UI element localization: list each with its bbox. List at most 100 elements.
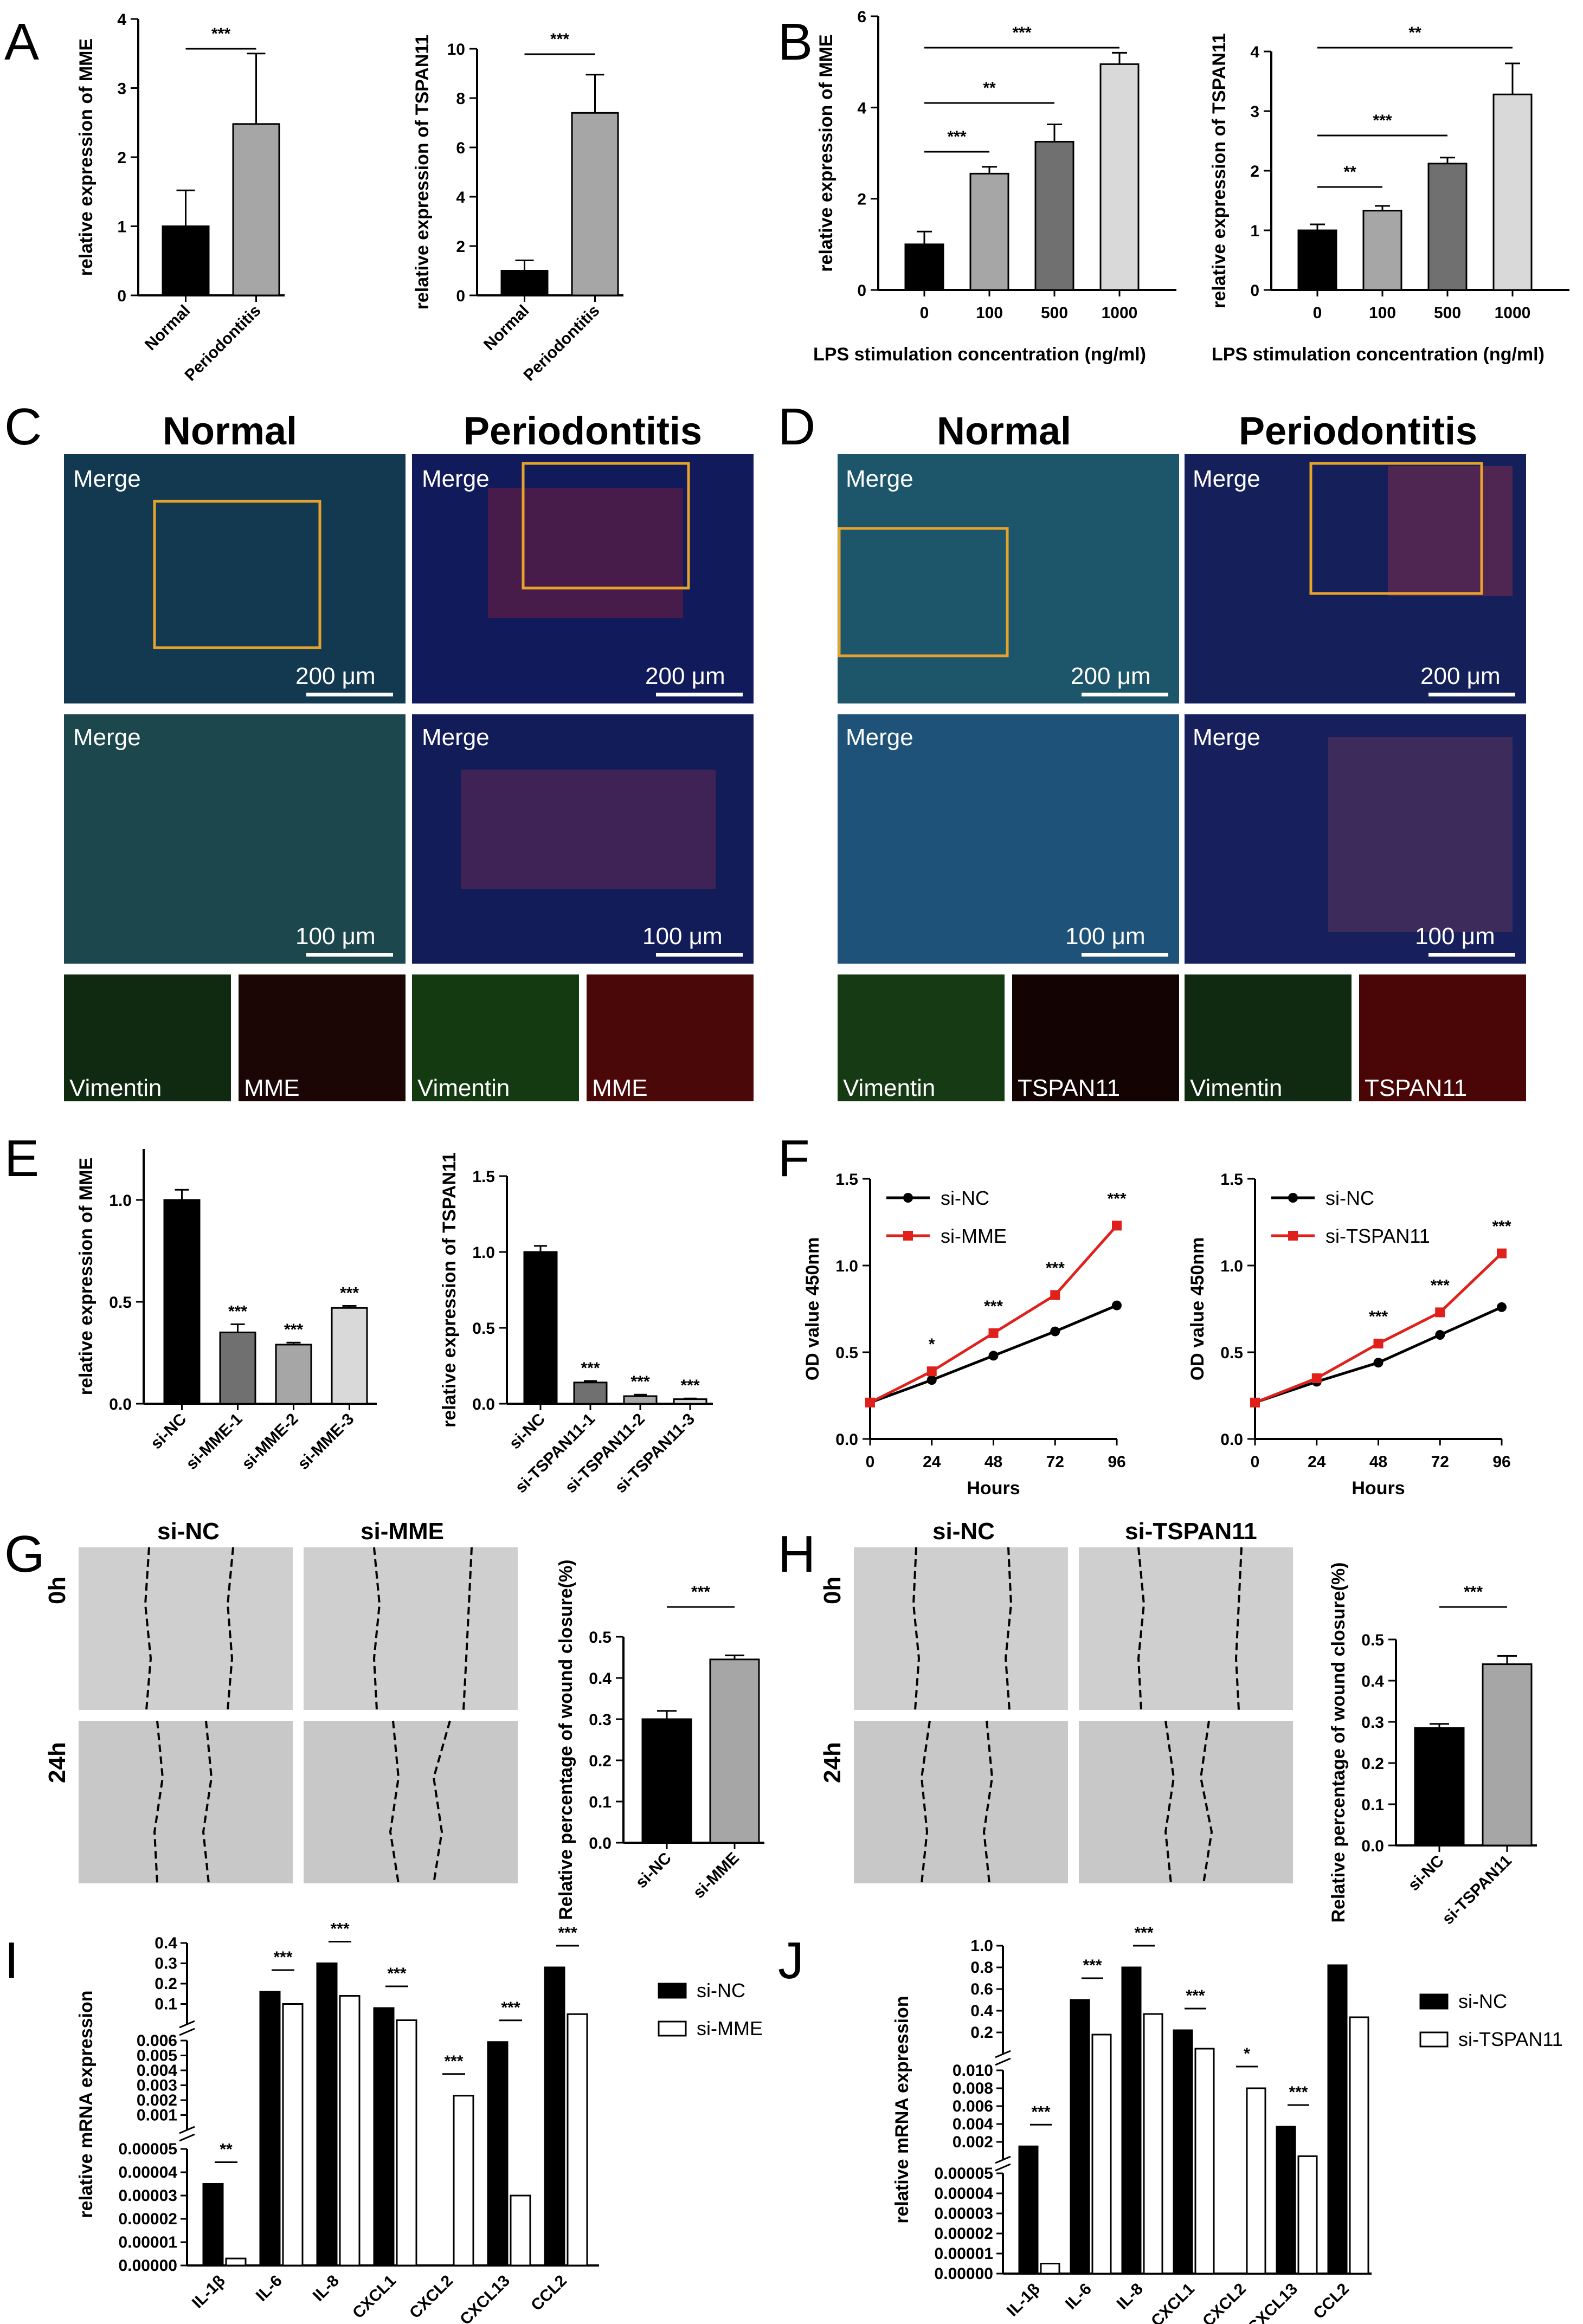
panel-d-bottom-label-1: Vimentin bbox=[843, 1075, 935, 1101]
panel-i-chart-legend-swatch-1 bbox=[658, 2020, 687, 2037]
panel-j-chart-ytick-label-0-0: 0.2 bbox=[970, 2024, 993, 2042]
panel-b-chart-2-bar-1 bbox=[1362, 210, 1402, 291]
panel-h-images: si-NC si-TSPAN11 0h 24h bbox=[819, 1518, 1293, 1884]
panel-i-chart-xlabel-0: IL-1β bbox=[189, 2272, 229, 2312]
panel-b-chart-1-ytick-label-3: 6 bbox=[857, 8, 866, 26]
panel-f-chart-1-xtick-label-2: 48 bbox=[984, 1453, 1002, 1471]
panel-f-chart-1-point-1-1 bbox=[926, 1366, 937, 1377]
panel-a-chart-2-xlabel-1: Periodontitis bbox=[520, 302, 603, 385]
panel-f-chart-1-xtick-label-1: 24 bbox=[923, 1453, 941, 1471]
panel-e-chart-2-bar-2 bbox=[623, 1395, 658, 1405]
panel-c-scale-bar-2 bbox=[656, 693, 743, 696]
panel-b-chart-1-ytick-label-2: 4 bbox=[857, 99, 866, 117]
panel-g-kd-24h-edge-right bbox=[432, 1720, 451, 1884]
panel-f-chart-1-ytick-label-2: 1.0 bbox=[835, 1257, 858, 1275]
panel-j-chart-sig-1: *** bbox=[1083, 1957, 1102, 1974]
panel-e-chart-1-xlabel-1: si-MME-1 bbox=[183, 1410, 246, 1473]
panel-b-chart-1-xlabel-3: 1000 bbox=[1102, 304, 1138, 322]
panel-i-chart-ytick-label-2-5: 0.00005 bbox=[119, 2140, 177, 2158]
panel-g-kd-0h-edge-right bbox=[462, 1547, 473, 1710]
panel-e-chart-1-siglabel-1: *** bbox=[228, 1302, 247, 1320]
panel-i-chart-xlabel-2: IL-8 bbox=[310, 2272, 343, 2305]
panel-c-normal-mme bbox=[239, 974, 406, 1101]
panel-j-chart-ytick-label-1-3: 0.008 bbox=[953, 2080, 993, 2097]
panel-i-chart-bar-6-0 bbox=[544, 1966, 565, 2267]
panel-h-chart-xlabel-0: si-NC bbox=[1405, 1852, 1447, 1895]
panel-b-chart-2-ytick-label-3: 3 bbox=[1250, 103, 1259, 121]
panel-c-zoom-box-normal bbox=[153, 500, 321, 649]
panel-j-chart-bar-0-1 bbox=[1040, 2263, 1060, 2275]
panel-c-bottom-label-3: Vimentin bbox=[417, 1075, 510, 1101]
panel-e-chart-2-siglabel-2: *** bbox=[630, 1373, 649, 1391]
panel-j-chart-sig-5: *** bbox=[1289, 2083, 1308, 2101]
panel-d-bottom-label-3: Vimentin bbox=[1190, 1075, 1282, 1101]
panel-f-chart-1-ytick-label-0: 0.0 bbox=[835, 1431, 858, 1449]
panel-j-chart-ytick-label-1-1: 0.004 bbox=[953, 2115, 993, 2133]
panel-letter-E: E bbox=[4, 1129, 39, 1187]
panel-g-chart-ytick-label-1: 0.1 bbox=[589, 1793, 612, 1811]
panel-i-chart-bar-1-1 bbox=[282, 2003, 304, 2267]
panel-a-chart-1-ytick-label-2: 2 bbox=[117, 149, 126, 167]
panel-c-perio-merge-200 bbox=[412, 454, 754, 703]
panel-h-kd-0h-edge-left bbox=[1137, 1547, 1146, 1710]
panel-c-scale-label-1: 200 μm bbox=[295, 663, 376, 689]
panel-b-chart-2-sig-1: *** bbox=[1373, 112, 1392, 130]
panel-i-chart-ytick-label-1-3: 0.004 bbox=[137, 2062, 177, 2080]
panel-f-chart-1-xtick-label-0: 0 bbox=[866, 1453, 875, 1471]
panel-i-chart-ytick-label-0-1: 0.2 bbox=[155, 1975, 177, 1993]
panel-g-chart-xlabel-1: si-MME bbox=[690, 1849, 743, 1902]
panel-f-chart-1-xtick-label-4: 96 bbox=[1108, 1453, 1125, 1471]
panel-b-chart-1-bar-2 bbox=[1034, 140, 1074, 291]
panel-i-chart-break-a-1 bbox=[179, 2126, 195, 2134]
panel-d-perio-merge-100-tint bbox=[1328, 737, 1513, 932]
panel-f-chart-2-point-1-2 bbox=[1373, 1339, 1383, 1348]
panel-d-images: Normal Periodontitis Merge 200 μm Merge … bbox=[838, 410, 1526, 1101]
panel-i-chart-legend-label-0: si-NC bbox=[697, 1979, 745, 2002]
panel-j-chart-ytick-label-2-1: 0.00001 bbox=[935, 2245, 993, 2263]
panel-g-title-kd: si-MME bbox=[361, 1518, 444, 1545]
panel-f-chart-1-ylabel: OD value 450nm bbox=[802, 1237, 823, 1381]
panel-d-zoom-box-normal bbox=[838, 527, 1009, 657]
panel-j-chart-bar-1-1 bbox=[1091, 2033, 1112, 2275]
panel-h-title-nc: si-NC bbox=[932, 1518, 995, 1545]
panel-i-chart-xlabel-5: CXCL13 bbox=[456, 2272, 513, 2324]
panel-a-chart-1-bar-0 bbox=[162, 225, 210, 296]
panel-h-nc-0h bbox=[854, 1547, 1068, 1710]
panel-j-chart-sig-4: * bbox=[1244, 2045, 1250, 2063]
panel-f-chart-1-legend-marker-0 bbox=[903, 1193, 913, 1203]
panel-b-xlabel-left: LPS stimulation concentration (ng/ml) bbox=[813, 344, 1146, 365]
panel-letter-J: J bbox=[778, 1932, 804, 1990]
panel-c-zoom-box-perio bbox=[522, 462, 690, 590]
panel-j-chart-ytick-label-2-3: 0.00003 bbox=[935, 2205, 993, 2223]
panel-e-chart-1-siglabel-2: *** bbox=[284, 1321, 303, 1339]
panel-g-chart-bar-1 bbox=[709, 1658, 760, 1844]
panel-letter-F: F bbox=[778, 1129, 810, 1187]
panel-i-chart-bar-5-1 bbox=[510, 2194, 531, 2267]
panel-f-chart-2-ytick-label-3: 1.5 bbox=[1220, 1171, 1243, 1189]
panel-h-chart-ytick-label-2: 0.2 bbox=[1361, 1755, 1384, 1773]
panel-f-chart-1-legend-marker-1 bbox=[903, 1231, 913, 1241]
panel-i-chart-sig-4: *** bbox=[444, 2052, 463, 2070]
panel-j-chart-bar-4-1 bbox=[1246, 2087, 1266, 2275]
panel-c-perio-vimentin bbox=[412, 974, 579, 1101]
panel-a-chart-2-ytick-label-0: 0 bbox=[456, 287, 465, 305]
panel-f-chart-1-xlabel: Hours bbox=[967, 1478, 1020, 1499]
panel-f-chart-2-legend-label-0: si-NC bbox=[1325, 1187, 1374, 1209]
panel-j-chart-xlabel-5: CXCL13 bbox=[1244, 2280, 1301, 2324]
panel-d-scale-label-2: 200 μm bbox=[1420, 663, 1501, 689]
panel-i-chart-sig-0: ** bbox=[220, 2141, 233, 2159]
panel-c-bottom-label-2: MME bbox=[244, 1075, 300, 1101]
panel-d-bottom-label-4: TSPAN11 bbox=[1365, 1075, 1467, 1101]
panel-h-nc-24h-edge-left bbox=[920, 1720, 931, 1884]
panel-j-chart-legend-label-0: si-NC bbox=[1458, 1990, 1507, 2012]
panel-d-merge-label-2: Merge bbox=[1193, 466, 1260, 492]
panel-g-chart-ytick-label-4: 0.4 bbox=[589, 1670, 612, 1688]
panel-d-merge-label-4: Merge bbox=[1193, 724, 1260, 751]
panel-j-chart-xlabel-2: IL-8 bbox=[1114, 2280, 1147, 2313]
panel-a-chart-1-ytick-label-0: 0 bbox=[117, 287, 126, 305]
panel-j-chart-xlabel-0: IL-1β bbox=[1003, 2280, 1044, 2320]
panel-e-chart-1-bar-3 bbox=[331, 1307, 368, 1405]
panel-d-perio-vimentin bbox=[1185, 974, 1352, 1101]
panel-e-chart-1-ytick-label-2: 1.0 bbox=[109, 1192, 132, 1210]
panel-b-chart-2-bar-2 bbox=[1427, 163, 1468, 291]
